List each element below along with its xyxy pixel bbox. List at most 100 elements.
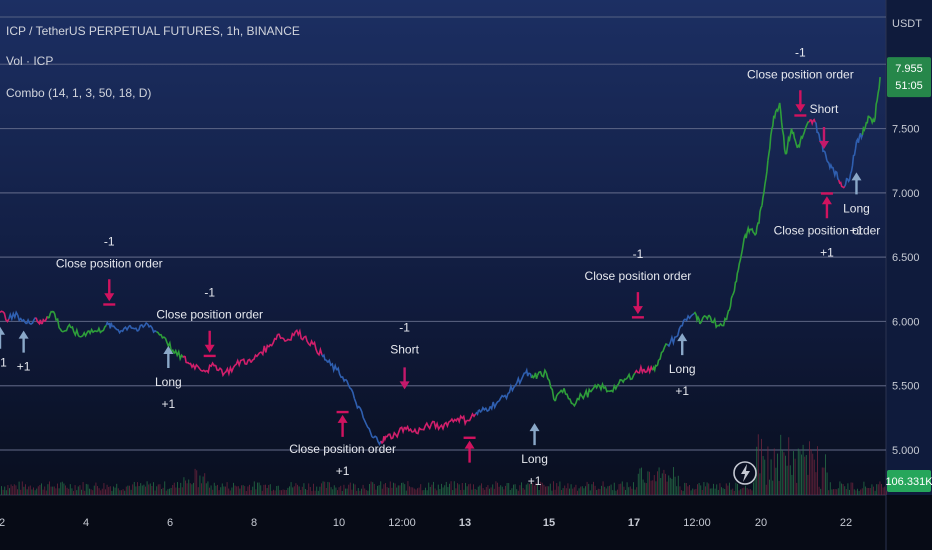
signal-label: Short <box>390 342 419 356</box>
volume-bar <box>529 484 530 495</box>
volume-bar <box>359 490 361 495</box>
volume-bar <box>169 488 170 495</box>
volume-bar <box>431 484 433 495</box>
volume-bar <box>629 486 631 495</box>
volume-bar <box>295 483 297 495</box>
volume-bar <box>234 485 236 495</box>
volume-bar <box>773 448 775 495</box>
volume-bar <box>330 487 332 495</box>
volume-bar <box>5 490 7 495</box>
close-signal: Close position order +1 <box>289 410 396 478</box>
price-segment <box>796 134 805 149</box>
volume-bar <box>692 488 694 495</box>
volume-bar <box>313 483 314 495</box>
price-segment <box>321 353 329 363</box>
volume-bar <box>849 489 850 495</box>
volume-bar <box>316 486 318 495</box>
volume-bar <box>533 485 535 495</box>
volume-bar <box>508 483 510 495</box>
volume-bar <box>553 481 554 495</box>
volume-bar <box>497 482 498 495</box>
volume-bar <box>745 485 746 495</box>
long-signal: Long +1 <box>669 333 696 398</box>
price-segment <box>466 412 477 422</box>
volume-bar <box>260 485 262 495</box>
volume-bar <box>210 485 212 495</box>
volume-bar <box>183 477 185 495</box>
strategy-indicator-label[interactable]: Combo (14, 1, 3, 50, 18, D) <box>6 86 152 100</box>
volume-bar <box>831 489 833 495</box>
volume-bar <box>335 487 337 495</box>
volume-bar <box>885 490 887 495</box>
close-signal: -1 Close position order <box>56 234 163 306</box>
volume-bar <box>95 482 97 495</box>
volume-bar <box>458 484 460 495</box>
volume-bar <box>639 468 641 495</box>
replay-bolt-button[interactable] <box>733 461 757 485</box>
volume-bar <box>649 471 650 495</box>
volume-bar <box>253 481 255 495</box>
symbol-title[interactable]: ICP / TetherUS PERPETUAL FUTURES, 1h, BI… <box>6 24 300 38</box>
volume-bar <box>437 484 439 495</box>
volume-indicator-label[interactable]: Vol · ICP <box>6 54 54 68</box>
arrow-down-icon <box>204 330 215 353</box>
volume-bar <box>641 467 642 495</box>
volume-bar <box>188 479 190 495</box>
price-segment <box>666 334 677 348</box>
volume-bar <box>740 489 742 495</box>
volume-bar <box>818 486 820 495</box>
volume-bar <box>439 489 441 495</box>
volume-bar <box>125 486 127 495</box>
volume-bar <box>594 485 596 495</box>
short-signal: Short <box>810 102 839 149</box>
volume-bar <box>687 486 689 495</box>
volume-bar <box>578 488 580 495</box>
signal-label: +1 <box>820 245 834 259</box>
price-segment <box>156 331 166 339</box>
volume-bar <box>873 486 874 495</box>
volume-bar <box>716 484 718 495</box>
signal-label: Close position order <box>156 308 263 322</box>
x-tick-label: 8 <box>251 517 257 529</box>
close-signal: -1 Close position order <box>585 247 691 319</box>
volume-bar <box>282 489 284 495</box>
volume-bar <box>513 484 514 495</box>
volume-bar <box>633 482 634 495</box>
volume-bar <box>268 485 270 495</box>
price-segment <box>814 121 822 143</box>
price-segment <box>802 121 810 136</box>
price-segment <box>684 313 695 322</box>
volume-bar <box>794 458 796 495</box>
signal-label: +1 <box>336 464 350 478</box>
volume-bar <box>820 488 822 495</box>
close-signal: -1 Close position order <box>156 286 263 358</box>
price-segment <box>530 372 539 380</box>
volume-bar <box>863 481 865 495</box>
volume-bar <box>644 482 646 495</box>
volume-bar <box>284 489 286 495</box>
price-segment <box>755 205 763 235</box>
volume-bar <box>861 488 863 495</box>
volume-bar <box>653 475 655 495</box>
volume-bar <box>58 488 60 495</box>
x-tick-label: 22 <box>840 517 852 529</box>
volume-bar <box>751 490 753 495</box>
volume-bar <box>556 483 558 495</box>
volume-bar <box>145 486 146 495</box>
y-tick-label: 5.000 <box>892 445 920 457</box>
volume-bar <box>212 489 214 495</box>
price-segment <box>111 325 122 335</box>
volume-bar <box>572 488 574 495</box>
volume-bar <box>146 481 148 495</box>
volume-bar <box>292 487 294 495</box>
volume-bar <box>37 486 39 495</box>
volume-bar <box>113 486 114 495</box>
volume-bar <box>591 484 593 495</box>
price-segment <box>173 348 184 362</box>
volume-bar <box>869 488 871 495</box>
volume-bar <box>50 486 52 495</box>
volume-bar <box>581 486 583 495</box>
volume-bar <box>21 481 23 495</box>
volume-bar <box>204 473 206 495</box>
